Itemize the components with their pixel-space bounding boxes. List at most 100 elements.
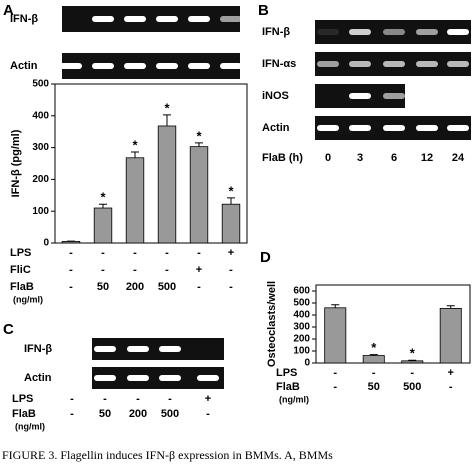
condition-value: -: [168, 393, 172, 405]
gel-band: [349, 93, 371, 99]
gel-row-label: IFN-αs: [262, 58, 296, 70]
gel-band: [317, 125, 339, 131]
condition-unit: (ng/ml): [13, 294, 43, 304]
condition-value: +: [205, 393, 211, 405]
panel-letter: D: [260, 249, 271, 266]
condition-value: +: [448, 367, 454, 379]
condition-value: -: [449, 381, 453, 393]
y-tick-label: 100: [293, 346, 310, 357]
gel-band: [197, 375, 219, 381]
gel-band: [383, 125, 405, 131]
condition-label: FliC: [10, 264, 31, 276]
gel-band: [188, 63, 210, 69]
condition-value: 200: [129, 408, 147, 420]
condition-value: -: [136, 393, 140, 405]
gel-band: [416, 125, 438, 131]
gel-band: [416, 29, 438, 35]
condition-value: -: [333, 367, 337, 379]
y-tick-label: 200: [293, 334, 310, 345]
gel-band: [317, 61, 339, 67]
condition-value: -: [333, 381, 337, 393]
gel-band: [156, 16, 178, 22]
significance: *: [132, 137, 138, 152]
gel-row-label: Actin: [24, 372, 52, 384]
bar: [125, 157, 145, 244]
bar: [221, 203, 241, 244]
gel-band: [349, 61, 371, 67]
condition-value: 50: [368, 381, 380, 393]
gel-band: [383, 29, 405, 35]
y-axis-label: IFN-β (pg/ml): [10, 129, 22, 197]
condition-label: FlaB: [12, 408, 36, 420]
gel-band: [416, 61, 438, 67]
condition-value: -: [410, 367, 414, 379]
condition-unit: (ng/ml): [15, 421, 45, 431]
condition-value: 500: [161, 408, 179, 420]
gel-row-label: iNOS: [262, 90, 289, 102]
gel: [62, 6, 240, 32]
gel-row-label: IFN-β: [262, 26, 290, 38]
y-tick-label: 300: [32, 142, 49, 153]
significance: *: [100, 190, 106, 205]
gel-band: [159, 346, 181, 352]
condition-value: -: [101, 247, 105, 259]
y-tick-label: 0: [304, 358, 310, 369]
condition-label: LPS: [276, 367, 297, 379]
gel-band: [447, 29, 469, 35]
y-tick-label: 600: [293, 286, 310, 297]
y-tick-label: 400: [32, 110, 49, 121]
condition-unit: (ng/ml): [279, 394, 309, 404]
bar: [189, 146, 209, 244]
condition-value: -: [165, 264, 169, 276]
gel: [62, 53, 240, 79]
condition-value: +: [228, 247, 234, 259]
gel-band: [383, 61, 405, 67]
condition-value: -: [69, 281, 73, 293]
panel-letter: C: [3, 321, 14, 338]
condition-value: -: [229, 281, 233, 293]
panel-letter: A: [3, 2, 14, 19]
condition-value: +: [196, 264, 202, 276]
condition-label: FlaB: [10, 281, 34, 293]
y-axis-label: Osteoclasts/well: [266, 281, 278, 367]
y-tick-label: 200: [32, 174, 49, 185]
gel-band: [220, 63, 242, 69]
gel-band: [349, 125, 371, 131]
error-bar: [131, 151, 139, 158]
gel-row-label: Actin: [10, 60, 38, 72]
condition-value: -: [103, 393, 107, 405]
condition-value: -: [229, 264, 233, 276]
condition-label: LPS: [10, 247, 31, 259]
gel-band: [220, 16, 242, 22]
condition-value: -: [206, 408, 210, 420]
condition-value: -: [69, 247, 73, 259]
bar: [362, 355, 385, 364]
significance: *: [164, 100, 170, 115]
gel-band: [94, 375, 116, 381]
lane-label: 6: [391, 152, 397, 164]
gel-band: [349, 29, 371, 35]
error-bar: [163, 114, 171, 126]
gel-band: [92, 63, 114, 69]
y-tick-label: 0: [43, 238, 49, 249]
lane-label: 24: [452, 152, 465, 164]
condition-value: 50: [97, 281, 109, 293]
condition-value: 50: [99, 408, 111, 420]
lane-title: FlaB (h): [262, 152, 303, 164]
error-bar: [195, 142, 203, 147]
bar: [93, 207, 113, 244]
condition-value: -: [133, 247, 137, 259]
condition-value: -: [165, 247, 169, 259]
condition-value: -: [70, 393, 74, 405]
error-bar: [369, 354, 378, 356]
lane-label: 3: [357, 152, 363, 164]
bar: [324, 307, 347, 364]
error-bar: [446, 305, 455, 309]
condition-value: -: [70, 408, 74, 420]
error-bar: [408, 359, 417, 361]
condition-value: 500: [403, 381, 421, 393]
lane-label: 12: [421, 152, 433, 164]
bar: [401, 360, 424, 364]
significance: *: [371, 340, 377, 355]
gel: [92, 338, 224, 360]
